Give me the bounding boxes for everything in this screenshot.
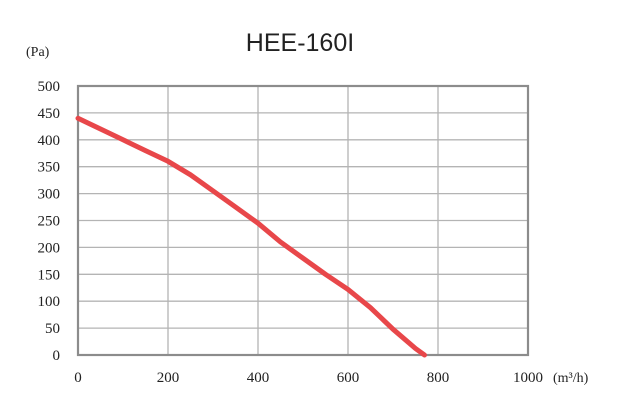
- y-axis-label: (Pa): [26, 45, 50, 60]
- plot-frame: [76, 84, 530, 357]
- grid-lines: [78, 86, 528, 355]
- y-tick-label: 400: [38, 133, 61, 149]
- y-tick-label: 450: [38, 106, 61, 122]
- series-lines: [75, 115, 427, 358]
- y-tick-label: 200: [38, 240, 61, 256]
- y-tick-label: 0: [53, 348, 61, 364]
- x-tick-label: 600: [337, 370, 360, 386]
- y-tick-label: 100: [38, 294, 61, 310]
- chart-title: HEE-160I: [246, 29, 354, 57]
- x-axis-label: (m³/h): [553, 371, 589, 386]
- x-tick-label: 0: [74, 370, 82, 386]
- series-line-0: [75, 115, 427, 358]
- x-tick-label: 800: [427, 370, 450, 386]
- y-tick-label: 300: [38, 187, 61, 203]
- y-tick-label: 150: [38, 267, 61, 283]
- x-tick-labels: 0 200 400 600 800 1000: [74, 370, 543, 386]
- x-tick-label: 400: [247, 370, 270, 386]
- x-tick-label: 1000: [513, 370, 543, 386]
- x-tick-label: 200: [157, 370, 180, 386]
- y-tick-label: 250: [38, 214, 61, 230]
- y-tick-label: 350: [38, 160, 61, 176]
- y-tick-label: 50: [45, 321, 60, 337]
- y-tick-labels: 0 50 100 150 200 250 300 350 400 450 500: [38, 79, 61, 364]
- y-tick-label: 500: [38, 79, 61, 95]
